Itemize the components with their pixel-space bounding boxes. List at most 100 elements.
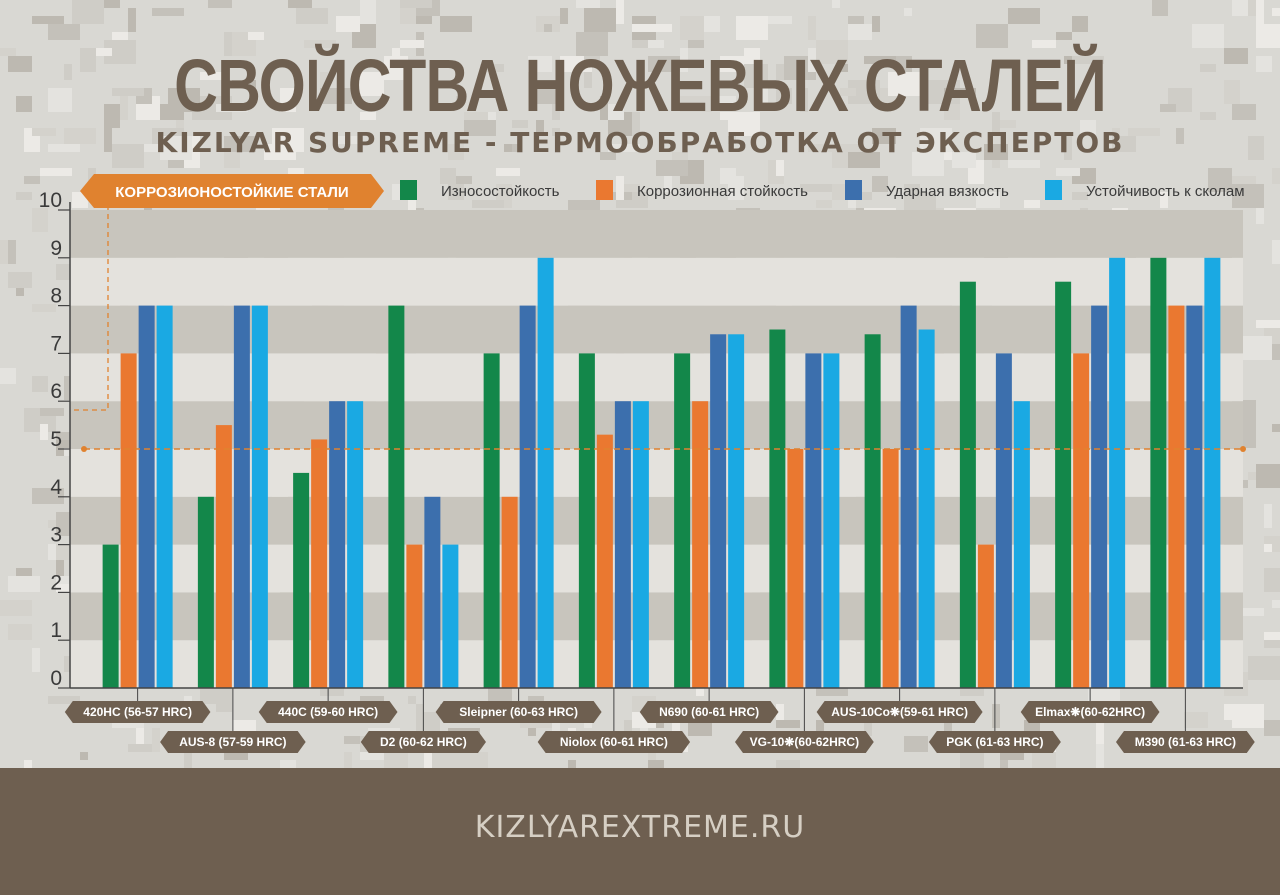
bar xyxy=(388,305,405,688)
page-subtitle: KIZLYAR SUPREME - ТЕРМООБРАБОТКА ОТ ЭКСП… xyxy=(155,126,1125,159)
bar xyxy=(102,544,119,688)
category-label: Sleipner (60-63 HRC) xyxy=(459,705,578,719)
bar-chart: 0 1 2 3 4 5 6 7 8 9 10 420HC (56-57 HRC) AUS-8 (57-… xyxy=(39,174,1255,753)
bar xyxy=(442,544,459,688)
y-tick-label: 9 xyxy=(50,237,62,260)
legend-swatch xyxy=(596,180,613,200)
bar xyxy=(596,434,613,688)
bar xyxy=(293,472,310,688)
category-label-tag xyxy=(258,701,398,723)
category-label: PGK (61-63 HRC) xyxy=(946,735,1043,749)
bar xyxy=(977,544,994,688)
threshold-tag: КОРРОЗИОНОСТОЙКИЕ СТАЛИ xyxy=(80,174,384,208)
bar xyxy=(882,449,899,688)
y-tick-label: 8 xyxy=(50,285,62,308)
category-label-tag xyxy=(928,731,1061,753)
legend-swatch xyxy=(845,180,862,200)
legend-swatch xyxy=(400,180,417,200)
category-label: Niolox (60-61 HRC) xyxy=(560,735,668,749)
bar xyxy=(329,401,346,688)
threshold-tag-shape xyxy=(80,174,384,208)
category-label-tag xyxy=(160,731,306,753)
bar xyxy=(1055,281,1072,688)
bar xyxy=(1073,353,1090,688)
bar xyxy=(1204,257,1221,688)
bar xyxy=(918,329,935,688)
y-axis: 0 1 2 3 4 5 6 7 8 9 10 xyxy=(39,189,71,690)
legend-label: Ударная вязкость xyxy=(886,183,1009,200)
category-label: M390 (61-63 HRC) xyxy=(1135,735,1236,749)
category-label-tag xyxy=(64,701,211,723)
threshold-dot xyxy=(1240,446,1246,452)
bar xyxy=(959,281,976,688)
footer-website-link[interactable]: KIZLYAREXTREME.RU xyxy=(474,810,806,845)
bar xyxy=(1091,305,1108,688)
bar xyxy=(138,305,155,688)
bar xyxy=(251,305,268,688)
bar xyxy=(632,401,649,688)
legend-swatch xyxy=(1045,180,1062,200)
category-label: AUS-8 (57-59 HRC) xyxy=(179,735,286,749)
bar xyxy=(120,353,137,688)
category-label: 420HC (56-57 HRC) xyxy=(83,705,192,719)
footer-bar xyxy=(0,768,1280,895)
y-tick-label: 2 xyxy=(50,571,62,594)
bar xyxy=(311,439,328,688)
y-tick-label: 5 xyxy=(50,428,62,451)
bar xyxy=(728,334,745,688)
bar xyxy=(995,353,1012,688)
category-label: D2 (60-62 HRC) xyxy=(380,735,467,749)
bar xyxy=(823,353,840,688)
bar xyxy=(769,329,786,688)
threshold-line xyxy=(72,205,1246,452)
bar xyxy=(1013,401,1030,688)
y-tick-label: 0 xyxy=(50,667,62,690)
bar xyxy=(1186,305,1203,688)
bar xyxy=(501,496,518,688)
y-tick-label: 3 xyxy=(50,524,62,547)
bar xyxy=(347,401,364,688)
category-label-tag xyxy=(639,701,779,723)
category-label: 440C (59-60 HRC) xyxy=(278,705,378,719)
bar xyxy=(578,353,595,688)
page-title: СВОЙСТВА НОЖЕВЫХ СТАЛЕЙ xyxy=(174,44,1107,127)
plot-band xyxy=(70,257,1243,306)
category-label-tag xyxy=(435,701,602,723)
legend-label: Износостойкость xyxy=(441,183,560,200)
bar xyxy=(406,544,423,688)
y-tick-label: 1 xyxy=(50,619,62,642)
bar xyxy=(1150,257,1167,688)
category-label: VG-10❋(60-62HRC) xyxy=(750,735,859,749)
y-tick-label: 10 xyxy=(39,189,62,212)
bar xyxy=(197,496,214,688)
category-label-tag xyxy=(537,731,691,753)
bars-group xyxy=(102,257,1221,688)
legend: Износостойкость Коррозионная стойкость Уда… xyxy=(400,180,1245,200)
bar xyxy=(483,353,500,688)
category-label-tag xyxy=(1115,731,1255,753)
bar xyxy=(537,257,554,688)
plot-band xyxy=(70,210,1243,258)
y-tick-label: 6 xyxy=(50,380,62,403)
bar xyxy=(900,305,917,688)
category-label-tag xyxy=(734,731,874,753)
legend-label: Устойчивость к сколам xyxy=(1086,183,1245,200)
bar xyxy=(156,305,173,688)
bar xyxy=(424,496,441,688)
bar xyxy=(614,401,631,688)
bar xyxy=(692,401,709,688)
bar xyxy=(519,305,536,688)
threshold-bracket xyxy=(72,205,109,411)
y-tick-label: 4 xyxy=(50,476,62,499)
bar xyxy=(233,305,250,688)
legend-label: Коррозионная стойкость xyxy=(637,183,808,200)
bar xyxy=(1109,257,1126,688)
threshold-tag-label: КОРРОЗИОНОСТОЙКИЕ СТАЛИ xyxy=(115,183,348,201)
category-label-tag xyxy=(1020,701,1160,723)
y-tick-label: 7 xyxy=(50,332,62,355)
category-label-tag xyxy=(360,731,486,753)
bar xyxy=(864,334,881,688)
category-label: AUS-10Co❋(59-61 HRC) xyxy=(831,705,968,719)
x-axis: 420HC (56-57 HRC) AUS-8 (57-59 HRC) 440C (… xyxy=(64,687,1255,753)
bar xyxy=(215,425,232,688)
